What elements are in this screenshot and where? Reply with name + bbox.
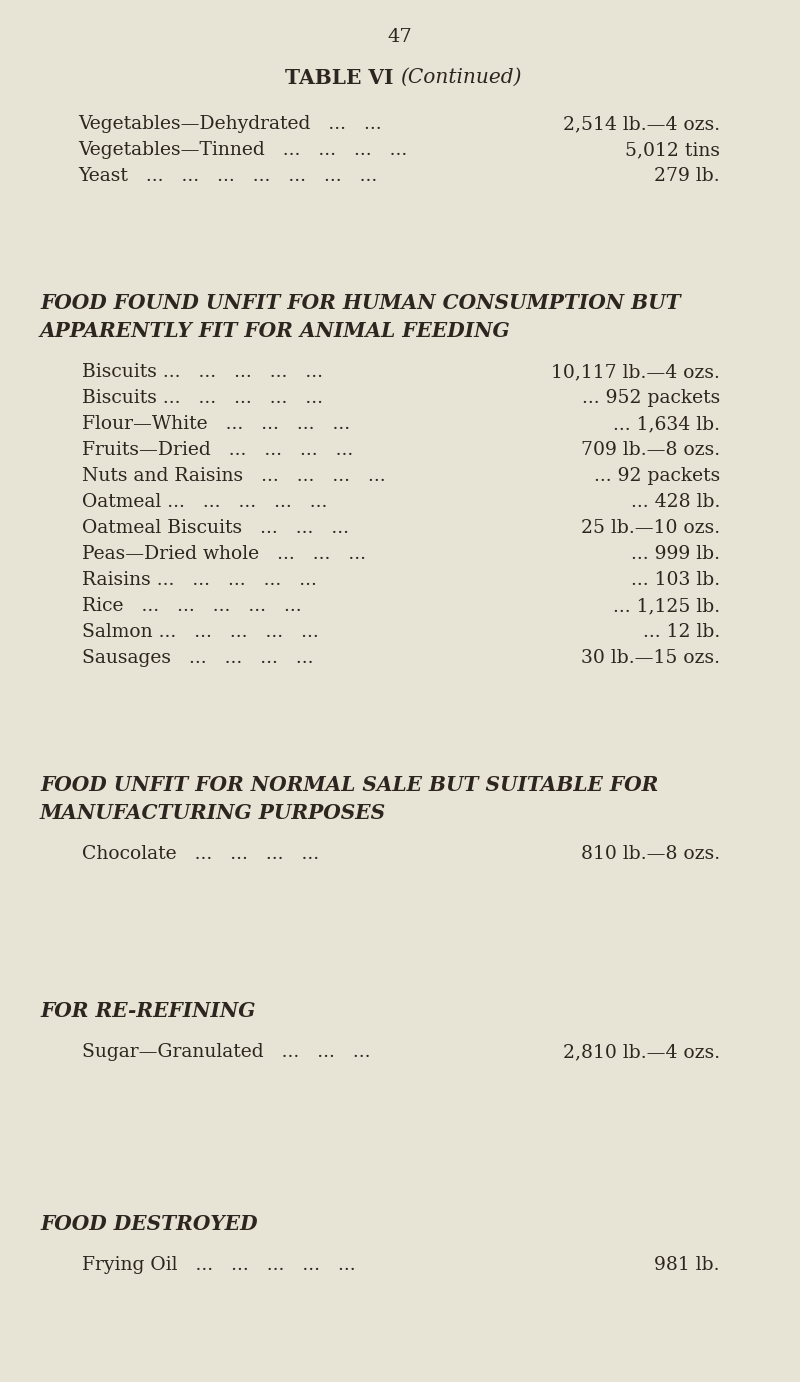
Text: ... 12 lb.: ... 12 lb. [642, 623, 720, 641]
Text: ... 1,125 lb.: ... 1,125 lb. [613, 597, 720, 615]
Text: Raisins ...   ...   ...   ...   ...: Raisins ... ... ... ... ... [82, 571, 317, 589]
Text: MANUFACTURING PURPOSES: MANUFACTURING PURPOSES [40, 803, 386, 824]
Text: 981 lb.: 981 lb. [654, 1256, 720, 1274]
Text: ... 92 packets: ... 92 packets [594, 467, 720, 485]
Text: Nuts and Raisins   ...   ...   ...   ...: Nuts and Raisins ... ... ... ... [82, 467, 386, 485]
Text: Oatmeal ...   ...   ...   ...   ...: Oatmeal ... ... ... ... ... [82, 493, 327, 511]
Text: Flour—White   ...   ...   ...   ...: Flour—White ... ... ... ... [82, 415, 350, 433]
Text: 2,810 lb.—4 ozs.: 2,810 lb.—4 ozs. [563, 1043, 720, 1061]
Text: TABLE VI: TABLE VI [285, 68, 400, 88]
Text: ... 952 packets: ... 952 packets [582, 388, 720, 408]
Text: Biscuits ...   ...   ...   ...   ...: Biscuits ... ... ... ... ... [82, 363, 323, 381]
Text: Sugar—Granulated   ...   ...   ...: Sugar—Granulated ... ... ... [82, 1043, 370, 1061]
Text: Peas—Dried whole   ...   ...   ...: Peas—Dried whole ... ... ... [82, 545, 366, 562]
Text: 47: 47 [388, 28, 412, 46]
Text: Biscuits ...   ...   ...   ...   ...: Biscuits ... ... ... ... ... [82, 388, 323, 408]
Text: ... 1,634 lb.: ... 1,634 lb. [613, 415, 720, 433]
Text: ... 428 lb.: ... 428 lb. [630, 493, 720, 511]
Text: 279 lb.: 279 lb. [654, 167, 720, 185]
Text: FOR RE-REFINING: FOR RE-REFINING [40, 1001, 255, 1021]
Text: Yeast   ...   ...   ...   ...   ...   ...   ...: Yeast ... ... ... ... ... ... ... [78, 167, 378, 185]
Text: Vegetables—Dehydrated   ...   ...: Vegetables—Dehydrated ... ... [78, 115, 382, 133]
Text: Chocolate   ...   ...   ...   ...: Chocolate ... ... ... ... [82, 844, 319, 862]
Text: 30 lb.—15 ozs.: 30 lb.—15 ozs. [581, 650, 720, 668]
Text: 25 lb.—10 ozs.: 25 lb.—10 ozs. [581, 520, 720, 538]
Text: Frying Oil   ...   ...   ...   ...   ...: Frying Oil ... ... ... ... ... [82, 1256, 356, 1274]
Text: Rice   ...   ...   ...   ...   ...: Rice ... ... ... ... ... [82, 597, 302, 615]
Text: ... 103 lb.: ... 103 lb. [631, 571, 720, 589]
Text: Vegetables—Tinned   ...   ...   ...   ...: Vegetables—Tinned ... ... ... ... [78, 141, 407, 159]
Text: Oatmeal Biscuits   ...   ...   ...: Oatmeal Biscuits ... ... ... [82, 520, 349, 538]
Text: 10,117 lb.—4 ozs.: 10,117 lb.—4 ozs. [551, 363, 720, 381]
Text: Fruits—Dried   ...   ...   ...   ...: Fruits—Dried ... ... ... ... [82, 441, 354, 459]
Text: 810 lb.—8 ozs.: 810 lb.—8 ozs. [581, 844, 720, 862]
Text: FOOD UNFIT FOR NORMAL SALE BUT SUITABLE FOR: FOOD UNFIT FOR NORMAL SALE BUT SUITABLE … [40, 775, 658, 795]
Text: 2,514 lb.—4 ozs.: 2,514 lb.—4 ozs. [563, 115, 720, 133]
Text: 5,012 tins: 5,012 tins [625, 141, 720, 159]
Text: (Continued): (Continued) [400, 68, 522, 87]
Text: ... 999 lb.: ... 999 lb. [631, 545, 720, 562]
Text: FOOD FOUND UNFIT FOR HUMAN CONSUMPTION BUT: FOOD FOUND UNFIT FOR HUMAN CONSUMPTION B… [40, 293, 681, 312]
Text: Sausages   ...   ...   ...   ...: Sausages ... ... ... ... [82, 650, 314, 668]
Text: Salmon ...   ...   ...   ...   ...: Salmon ... ... ... ... ... [82, 623, 318, 641]
Text: APPARENTLY FIT FOR ANIMAL FEEDING: APPARENTLY FIT FOR ANIMAL FEEDING [40, 321, 510, 341]
Text: FOOD DESTROYED: FOOD DESTROYED [40, 1213, 258, 1234]
Text: 709 lb.—8 ozs.: 709 lb.—8 ozs. [581, 441, 720, 459]
